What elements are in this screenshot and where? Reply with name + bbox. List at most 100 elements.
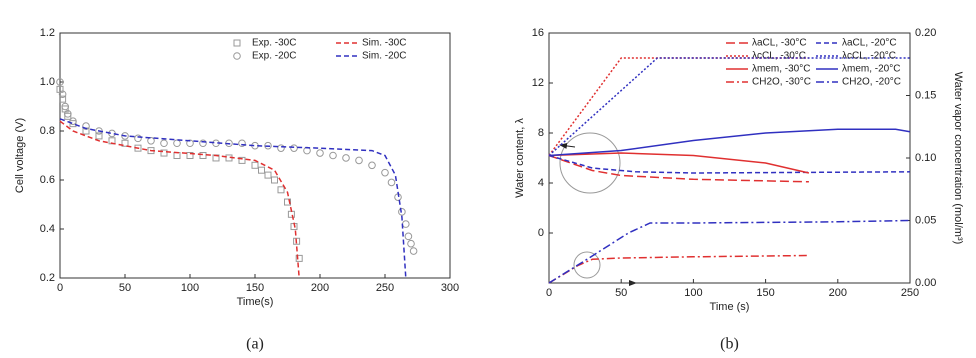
- marker: [287, 210, 295, 218]
- plot-frame: [59, 32, 451, 279]
- y-tick-label: 0.4: [40, 223, 55, 235]
- y2-tick-label: 0.20: [915, 27, 936, 39]
- marker: [186, 152, 194, 159]
- y-tick-label: 4: [538, 177, 544, 189]
- y-tick-label: 8: [538, 127, 544, 139]
- marker: [264, 171, 272, 179]
- marker: [173, 139, 181, 148]
- marker: [64, 112, 72, 120]
- legend-label: λmem, -20°C: [842, 64, 900, 75]
- marker: [290, 144, 298, 152]
- x-tick-label: 250: [376, 282, 394, 294]
- x-tick-label: 100: [181, 282, 199, 294]
- marker: [277, 144, 285, 152]
- marker: [147, 137, 155, 145]
- marker: [404, 232, 413, 241]
- marker: [238, 156, 246, 164]
- marker: [173, 152, 181, 159]
- marker: [407, 239, 415, 248]
- marker: [58, 90, 67, 99]
- legend-label: Exp. -30C: [252, 38, 296, 49]
- series-line: [548, 219, 911, 284]
- marker: [199, 139, 207, 148]
- series-line: [548, 57, 809, 156]
- series-line: [59, 120, 300, 279]
- marker: [295, 254, 303, 262]
- marker: [64, 110, 72, 118]
- marker: [258, 166, 265, 174]
- marker: [82, 122, 90, 130]
- y-tick-label: 12: [532, 77, 544, 89]
- y2-tick-label: 0.15: [915, 89, 936, 101]
- marker: [409, 247, 418, 255]
- x-tick-label: 250: [901, 287, 919, 299]
- marker: [368, 161, 376, 170]
- legend-swatch: [233, 52, 241, 60]
- x-tick-label: 0: [546, 287, 552, 299]
- marker: [264, 141, 272, 150]
- marker: [251, 161, 259, 169]
- marker: [186, 139, 194, 148]
- marker: [284, 198, 291, 206]
- y2-tick-label: 0.05: [915, 214, 936, 226]
- x-tick-label: 50: [615, 287, 627, 299]
- x-tick-label: 200: [311, 282, 329, 294]
- marker: [95, 132, 103, 140]
- x-axis-label: Time (s): [710, 301, 750, 313]
- marker: [387, 178, 396, 187]
- x-tick-label: 150: [246, 282, 264, 294]
- marker: [160, 149, 168, 157]
- marker: [355, 156, 363, 165]
- series-line: [548, 128, 911, 157]
- legend-label: Exp. -20C: [252, 51, 296, 62]
- marker: [56, 78, 64, 86]
- x-tick-label: 150: [756, 287, 774, 299]
- marker: [293, 237, 301, 245]
- x-tick-label: 200: [829, 287, 847, 299]
- legend-label: λmem, -30°C: [752, 64, 810, 75]
- marker: [121, 139, 129, 147]
- y2-tick-label: 0.00: [915, 277, 936, 289]
- annotation-arrow: [559, 142, 576, 149]
- marker: [381, 168, 389, 177]
- y-axis-label: Water content, λ: [514, 118, 526, 198]
- series-line: [548, 154, 911, 174]
- marker: [329, 151, 337, 160]
- x-tick-label: 0: [57, 282, 63, 294]
- marker: [271, 176, 278, 184]
- marker: [69, 117, 77, 125]
- marker: [238, 139, 246, 148]
- series-line: [548, 152, 810, 174]
- series-line: [548, 154, 809, 183]
- legend-swatch: [233, 39, 241, 47]
- x-tick-label: 300: [441, 282, 459, 294]
- marker: [342, 154, 350, 162]
- marker: [316, 149, 324, 157]
- marker: [134, 134, 142, 143]
- y-tick-label: 0.6: [40, 174, 55, 186]
- y-tick-label: 16: [532, 27, 544, 39]
- marker: [61, 102, 69, 111]
- y-tick-label: 0.8: [40, 125, 55, 137]
- y2-axis-label: Water vapor concentration (mol/m³): [952, 72, 964, 245]
- marker: [59, 95, 67, 103]
- marker: [160, 139, 168, 148]
- legend-label: Sim. -20C: [362, 51, 406, 62]
- legend-label: λcCL, -20°C: [842, 51, 896, 62]
- caption: (b): [720, 336, 739, 353]
- marker: [398, 208, 406, 216]
- y-tick-label: 0.2: [40, 272, 55, 284]
- caption: (a): [246, 336, 264, 353]
- legend-label: λaCL, -20°C: [842, 38, 897, 49]
- legend-label: CH2O, -30°C: [752, 77, 811, 88]
- y-tick-label: 0: [538, 227, 544, 239]
- marker: [199, 152, 207, 159]
- legend-label: Sim. -30C: [362, 38, 406, 49]
- legend-label: λaCL, -30°C: [752, 38, 807, 49]
- y-tick-label: 1.2: [40, 27, 55, 39]
- annotation-circle: [559, 132, 621, 194]
- y-axis-label: Cell voltage (V): [14, 118, 26, 193]
- marker: [69, 120, 77, 128]
- series-line: [548, 57, 910, 157]
